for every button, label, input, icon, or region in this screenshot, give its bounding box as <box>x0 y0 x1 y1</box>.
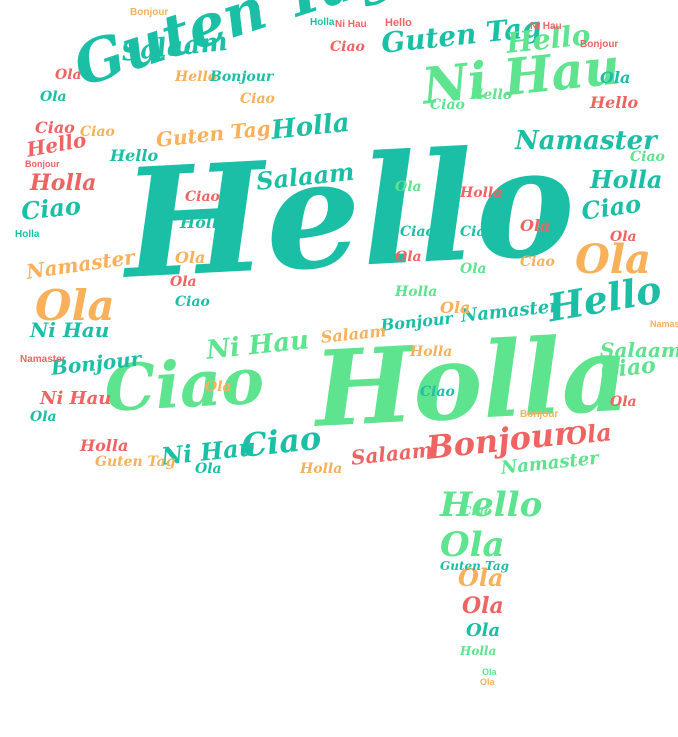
word-salaam-right: Salaam <box>600 338 678 362</box>
word-small: Ola <box>482 667 497 677</box>
word-small: Ola <box>395 179 422 195</box>
word-small: Namaster <box>20 354 66 365</box>
word-small: Ola <box>30 409 57 425</box>
word-ola-left: Ola <box>35 281 115 330</box>
word-small: Bonjour <box>520 409 559 420</box>
word-holla-left: Holla <box>30 170 97 196</box>
word-small: Hello <box>385 17 412 29</box>
word-ciao-right: Ciao <box>579 188 643 226</box>
word-small: Holla <box>460 644 497 658</box>
word-ola-stem-3: Ola <box>462 593 504 619</box>
word-small: Ciao <box>80 124 115 140</box>
word-small: Holla <box>410 344 453 360</box>
word-small: Hello <box>470 87 513 103</box>
word-small: Holla <box>180 213 229 232</box>
word-small: Holla <box>15 229 40 240</box>
word-small: Ola <box>170 274 197 290</box>
word-small: Ola <box>610 229 637 245</box>
word-small: Holla <box>300 461 343 477</box>
word-ola-stem-2: Ola <box>458 563 504 592</box>
word-small: Ciao <box>520 254 555 270</box>
word-small: Bonjour <box>130 7 169 18</box>
word-small: Ciao <box>630 149 665 165</box>
word-small: Hello <box>175 69 218 85</box>
word-small: Ciao <box>420 384 455 400</box>
word-small: Ola <box>440 298 471 317</box>
word-small: Ni Hau <box>335 19 367 30</box>
word-holla-mid: Holla <box>269 107 352 146</box>
word-small: Ola <box>205 379 232 395</box>
word-small: Namaster <box>650 319 678 329</box>
word-small: Ola <box>600 68 631 87</box>
word-small: Ni Hau <box>530 21 562 32</box>
word-holla-bottom-left: Holla <box>80 436 129 455</box>
word-small: Ciao <box>240 91 275 107</box>
word-small: Ola <box>195 461 222 477</box>
word-small: Ola <box>40 89 67 105</box>
word-small: Holla <box>395 284 438 300</box>
word-ciao-right-2: Ciao <box>599 352 658 384</box>
word-guten-tag-bottom: Guten Tag <box>95 454 176 470</box>
word-ni-hau-left-2: Ni Hau <box>40 388 112 409</box>
word-small: Hello <box>110 146 159 165</box>
word-small: Ciao <box>460 224 495 240</box>
word-small: Bonjour <box>210 69 274 85</box>
word-ni-hau-left: Ni Hau <box>30 318 110 342</box>
word-namaster-left: Namaster <box>24 244 137 284</box>
word-small: Ciao <box>175 294 210 310</box>
word-small: Holla <box>310 17 335 28</box>
word-small: Ola <box>460 261 487 277</box>
word-small: Ola <box>480 677 495 687</box>
word-small: Ola <box>175 248 206 267</box>
word-small: Ola <box>55 67 82 83</box>
word-small: Ciao <box>400 224 435 240</box>
word-ola-right-2: Ola <box>564 417 614 451</box>
word-small: Ola <box>395 249 422 265</box>
word-ola-stem-4: Ola <box>466 620 501 641</box>
word-small: Ciao <box>330 39 365 55</box>
word-small: Holla <box>460 185 503 201</box>
word-small: Ciao <box>430 97 465 113</box>
word-small: Ciao <box>35 118 75 137</box>
word-hello-stem: Hello <box>440 485 543 525</box>
word-small: Hello <box>590 93 639 112</box>
word-small: Ola <box>520 216 551 235</box>
word-salaam-bottom: Salaam <box>349 437 434 470</box>
word-ni-hau-mid: Ni Hau <box>204 325 311 366</box>
word-small: Guten Tag <box>440 559 509 573</box>
word-small: Ciao <box>462 504 492 518</box>
word-small: Bonjour <box>25 159 60 169</box>
word-ola-stem: Ola <box>440 525 505 565</box>
word-holla-right: Holla <box>590 165 663 194</box>
word-small: Ola <box>610 394 637 410</box>
word-small: Ciao <box>185 189 220 205</box>
word-namaster: Namaster <box>515 126 657 156</box>
word-ola-right: Ola <box>575 236 651 283</box>
word-ciao-left: Ciao <box>19 190 83 226</box>
word-small: Bonjour <box>580 39 619 50</box>
